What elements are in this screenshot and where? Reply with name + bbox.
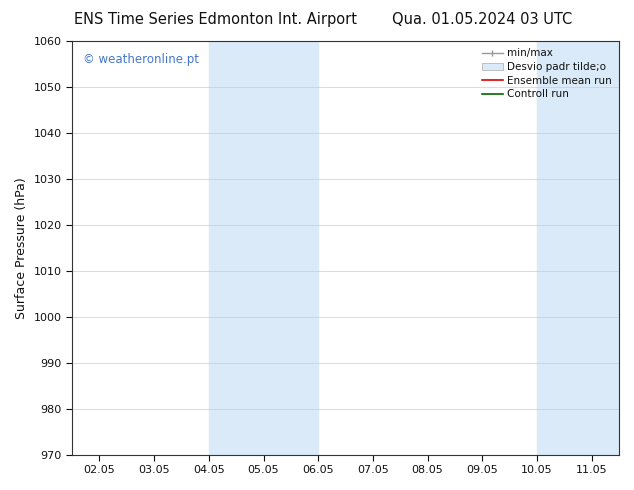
Text: ENS Time Series Edmonton Int. Airport: ENS Time Series Edmonton Int. Airport xyxy=(74,12,357,27)
Bar xyxy=(209,41,318,455)
Text: © weatheronline.pt: © weatheronline.pt xyxy=(83,53,199,67)
Y-axis label: Surface Pressure (hPa): Surface Pressure (hPa) xyxy=(15,177,28,318)
Text: Qua. 01.05.2024 03 UTC: Qua. 01.05.2024 03 UTC xyxy=(392,12,572,27)
Bar xyxy=(537,41,634,455)
Legend: min/max, Desvio padr tilde;o, Ensemble mean run, Controll run: min/max, Desvio padr tilde;o, Ensemble m… xyxy=(480,46,614,101)
